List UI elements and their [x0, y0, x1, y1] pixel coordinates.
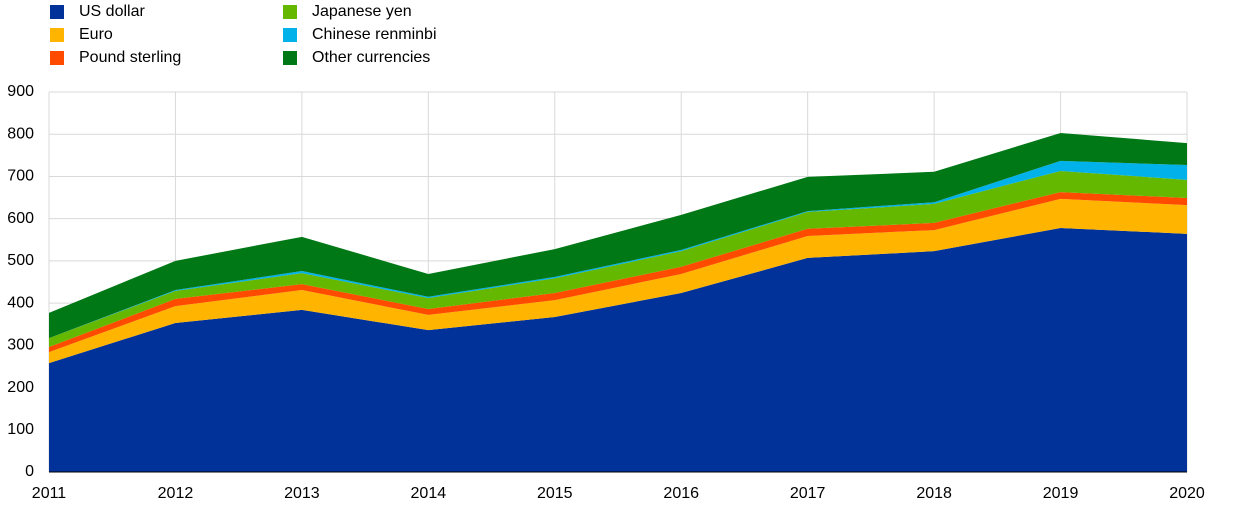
- y-tick-label: 900: [7, 83, 34, 100]
- x-tick-label: 2013: [284, 485, 320, 502]
- legend-label: Pound sterling: [79, 49, 181, 66]
- y-tick-label: 700: [7, 168, 34, 185]
- x-tick-label: 2018: [916, 485, 952, 502]
- y-tick-label: 800: [7, 125, 34, 142]
- area: [49, 132, 1187, 339]
- legend-label: Japanese yen: [312, 3, 412, 20]
- legend-swatch: [50, 5, 64, 19]
- x-tick-label: 2019: [1043, 485, 1079, 502]
- legend-swatch: [283, 28, 297, 42]
- area: [49, 170, 1187, 348]
- x-tick-label: 2017: [790, 485, 826, 502]
- y-tick-label: 100: [7, 421, 34, 438]
- legend-label: Euro: [79, 26, 113, 43]
- legend-label: US dollar: [79, 3, 145, 20]
- area: [49, 227, 1187, 472]
- legend-label: Chinese renminbi: [312, 26, 437, 43]
- area: [49, 198, 1187, 364]
- y-tick-label: 200: [7, 379, 34, 396]
- x-tick-label: 2020: [1169, 485, 1205, 502]
- y-tick-label: 500: [7, 252, 34, 269]
- area: [49, 160, 1187, 339]
- y-tick-label: 300: [7, 337, 34, 354]
- y-tick-label: 600: [7, 210, 34, 227]
- legend-label: Other currencies: [312, 49, 430, 66]
- x-tick-label: 2015: [537, 485, 573, 502]
- legend-swatch: [50, 51, 64, 65]
- x-tick-label: 2011: [32, 485, 67, 502]
- legend-swatch: [283, 51, 297, 65]
- legend-swatch: [283, 5, 297, 19]
- y-tick-label: 400: [7, 294, 34, 311]
- y-tick-label: 0: [25, 463, 34, 480]
- legend-swatch: [50, 28, 64, 42]
- x-tick-label: 2014: [411, 485, 447, 502]
- x-tick-label: 2016: [663, 485, 699, 502]
- x-tick-label: 2012: [158, 485, 194, 502]
